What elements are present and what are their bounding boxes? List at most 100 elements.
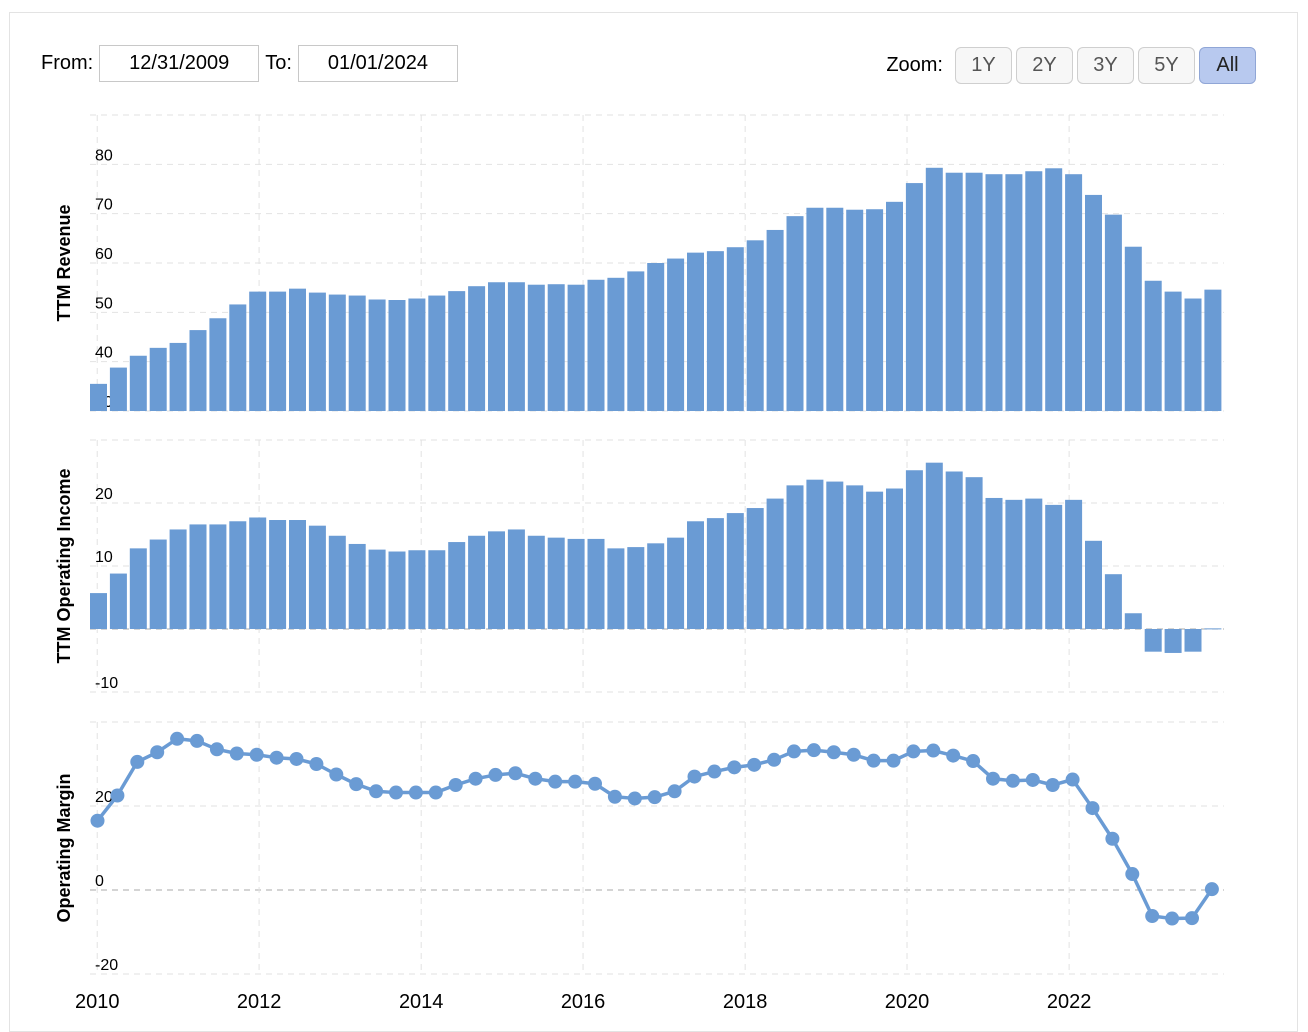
bar [149,539,167,629]
date-range: From: To: [41,45,458,82]
x-tick-label: 2018 [723,991,768,1013]
data-point [1005,773,1020,788]
bar [726,513,744,629]
bar [368,299,386,411]
zoom-5y-button[interactable]: 5Y [1138,47,1195,84]
bar [428,550,446,629]
bar [567,284,585,411]
data-point [806,743,821,758]
bar [448,291,466,411]
y-tick-label: 50 [95,295,113,312]
y-axis-title: TTM Revenue [54,204,74,321]
bar [607,277,625,411]
zoom-label: Zoom: [886,54,943,76]
zoom-all-button[interactable]: All [1199,47,1256,84]
bar [468,286,486,411]
bar [1204,628,1222,630]
bar [1184,298,1202,411]
bar [866,209,884,411]
data-point [229,746,244,761]
bar [1104,574,1122,629]
bar [726,247,744,411]
data-point [946,748,961,763]
bar [1144,280,1162,411]
to-label: To: [265,52,292,74]
bar [846,485,864,629]
data-point [787,744,801,759]
data-point [170,731,185,746]
data-point [1025,772,1040,787]
bar [169,529,187,629]
zoom-1y-button[interactable]: 1Y [955,47,1012,84]
bar [149,347,167,411]
bar [1124,246,1142,411]
bar [866,491,884,629]
bar [408,298,426,411]
data-point [1145,909,1160,924]
bar [507,529,525,629]
bar [90,383,107,411]
data-point [468,771,483,786]
bar [925,167,943,411]
bar [746,240,764,411]
x-tick-label: 2010 [75,991,120,1013]
bar [448,542,466,629]
bar [766,498,784,629]
y-tick-label: 40 [95,345,113,362]
bar [289,520,306,629]
data-point [110,788,125,803]
data-point [966,754,981,769]
y-axis-title: Operating Margin [54,773,74,922]
zoom-3y-button[interactable]: 3Y [1077,47,1134,84]
bar [269,291,287,411]
data-point [488,767,503,782]
x-tick-label: 2014 [399,991,444,1013]
data-point [1125,867,1140,882]
from-date-input[interactable] [99,45,260,82]
bar [328,294,346,411]
bar [289,288,306,411]
bar [806,479,824,629]
data-point [389,785,403,800]
data-point [329,767,344,782]
bar [547,537,565,629]
bar [189,330,207,411]
bar [985,497,1003,629]
bar [249,517,267,629]
data-point [289,751,304,766]
bar [607,548,625,629]
data-point [528,771,543,786]
bar [1045,168,1063,411]
bar [1085,540,1102,629]
zoom-2y-button[interactable]: 2Y [1016,47,1073,84]
bar [826,481,844,629]
y-axis-title: TTM Operating Income [54,468,74,663]
y-tick-label: 20 [95,789,113,806]
x-tick-label: 2022 [1047,991,1092,1013]
bar [1164,291,1182,411]
data-point [209,742,224,757]
bar [1025,171,1043,411]
bar [1065,174,1083,411]
bar [129,355,147,411]
bar [1144,629,1162,652]
y-tick-label: -10 [95,675,118,692]
data-point [767,752,782,767]
y-tick-label: 0 [95,873,104,890]
data-point [90,813,105,828]
data-point [448,778,463,792]
bar [587,279,605,411]
x-tick-label: 2012 [237,991,282,1013]
to-date-input[interactable] [297,45,458,82]
bar [388,551,406,629]
bar [846,209,864,411]
bar [667,258,685,411]
bar [985,174,1003,411]
data-point [568,774,583,789]
data-point [1045,778,1060,792]
data-point [190,733,204,748]
bar [687,521,704,629]
bar [1204,289,1222,411]
data-point [309,757,324,771]
bar [308,292,326,411]
